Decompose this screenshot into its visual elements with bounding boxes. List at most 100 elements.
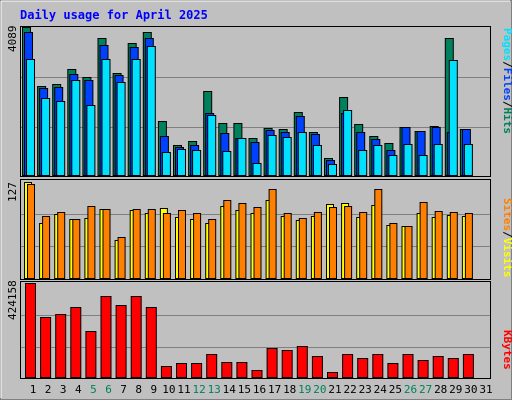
sites-bar	[162, 213, 171, 279]
sites-bar	[193, 213, 202, 279]
legend-sep-3: /	[501, 231, 512, 238]
kbytes-bar	[25, 283, 36, 378]
sites-bar	[313, 212, 322, 279]
kbytes-bar	[191, 363, 203, 378]
sites-bar	[117, 237, 126, 279]
sites-bar	[449, 212, 458, 279]
kbytes-bar	[417, 360, 429, 378]
kbytes-bar	[296, 346, 308, 378]
x-tick-label: 15	[238, 383, 251, 396]
legend-visits: Visits	[501, 238, 512, 278]
kbytes-bar	[402, 354, 414, 378]
hits-files-pages-panel: 4089 Pages/Files/Hits	[6, 26, 512, 177]
sites-bar	[27, 184, 35, 279]
x-tick-label: 26	[404, 383, 417, 396]
sites-bar	[147, 209, 156, 279]
kbytes-bar	[447, 358, 459, 378]
kbytes-bar	[251, 370, 263, 378]
x-tick-label: 13	[208, 383, 221, 396]
x-tick-label: 17	[268, 383, 281, 396]
pages-bar	[26, 59, 35, 176]
sites-bar	[57, 212, 66, 279]
x-tick-label: 25	[389, 383, 402, 396]
pages-bar	[373, 145, 383, 176]
x-axis-day-labels: 1 2 3 4 5 6 7 8 9 10 11 12 13 14 15 16 17 18 19 20 21 22 23 24 2…	[30, 383, 493, 396]
x-tick-label: 18	[283, 383, 296, 396]
pages-bar	[448, 60, 458, 176]
kbytes-bar	[221, 362, 233, 378]
pages-bar	[312, 145, 322, 176]
pages-bar	[207, 115, 217, 176]
x-tick-label: 24	[374, 383, 388, 396]
x-tick-label: 11	[177, 383, 190, 396]
sites-bar	[374, 189, 383, 279]
kbytes-bar	[160, 366, 172, 378]
sites-bar	[223, 200, 232, 279]
pages-bar	[131, 59, 141, 176]
x-tick-label: 23	[359, 383, 372, 396]
x-tick-label: 8	[135, 383, 142, 396]
x-tick-label: 1	[30, 383, 37, 396]
pages-bar	[403, 144, 413, 176]
pages-bar	[358, 150, 368, 176]
legend-sep-1: /	[501, 61, 512, 68]
kbytes-bar	[387, 363, 399, 378]
x-tick-label: 22	[343, 383, 356, 396]
x-tick-label: 6	[105, 383, 112, 396]
x-tick-label: 27	[419, 383, 432, 396]
bottom-max-label: 424158	[6, 280, 19, 320]
pages-bar	[418, 155, 428, 176]
kbytes-bar	[281, 350, 293, 378]
sites-bar	[238, 203, 247, 279]
pages-bar	[161, 152, 171, 176]
sites-bar	[268, 189, 277, 279]
sites-bar	[344, 206, 353, 279]
legend-sep-2: /	[501, 101, 512, 108]
kbytes-bar	[206, 354, 218, 378]
pages-bar	[237, 138, 247, 176]
pages-bar	[252, 163, 262, 176]
kbytes-bar	[342, 354, 354, 378]
kbytes-bar	[176, 363, 187, 378]
sites-bar	[283, 213, 292, 279]
kbytes-bar	[130, 296, 142, 378]
kbytes-bar	[85, 331, 97, 378]
sites-bar	[87, 206, 96, 279]
x-tick-label: 2	[45, 383, 52, 396]
kbytes-bar	[100, 296, 112, 378]
bottom-legend: KBytes	[501, 330, 512, 370]
middle-bars	[24, 182, 473, 279]
top-legend: Pages/Files/Hits	[501, 28, 512, 134]
sites-bar	[42, 216, 51, 279]
x-tick-label: 7	[120, 383, 127, 396]
sites-bar	[404, 226, 413, 279]
top-max-label: 4089	[6, 26, 19, 53]
legend-sites: Sites	[501, 198, 512, 231]
x-tick-label: 4	[75, 383, 82, 396]
sites-bar	[359, 212, 368, 279]
pages-bar	[86, 105, 96, 176]
x-tick-label: 10	[162, 383, 175, 396]
x-tick-label: 28	[434, 383, 447, 396]
x-tick-label: 31	[479, 383, 492, 396]
kbytes-panel: 424158 KBytes	[6, 280, 512, 379]
pages-bar	[177, 149, 186, 176]
kbytes-bar	[357, 358, 369, 378]
bottom-bars	[25, 283, 474, 378]
pages-bar	[388, 155, 398, 176]
x-tick-label: 29	[449, 383, 462, 396]
kbytes-bar	[372, 354, 384, 378]
pages-bar	[146, 46, 156, 176]
x-tick-label: 19	[298, 383, 311, 396]
kbytes-bar	[327, 372, 338, 378]
sites-visits-panel: 127 Sites/Visits	[6, 179, 512, 280]
pages-bar	[56, 101, 66, 176]
sites-bar	[253, 207, 262, 279]
pages-bar	[463, 144, 473, 176]
sites-bar	[132, 209, 141, 279]
kbytes-bar	[40, 317, 52, 378]
kbytes-bar	[55, 314, 67, 378]
x-tick-label: 9	[150, 383, 157, 396]
